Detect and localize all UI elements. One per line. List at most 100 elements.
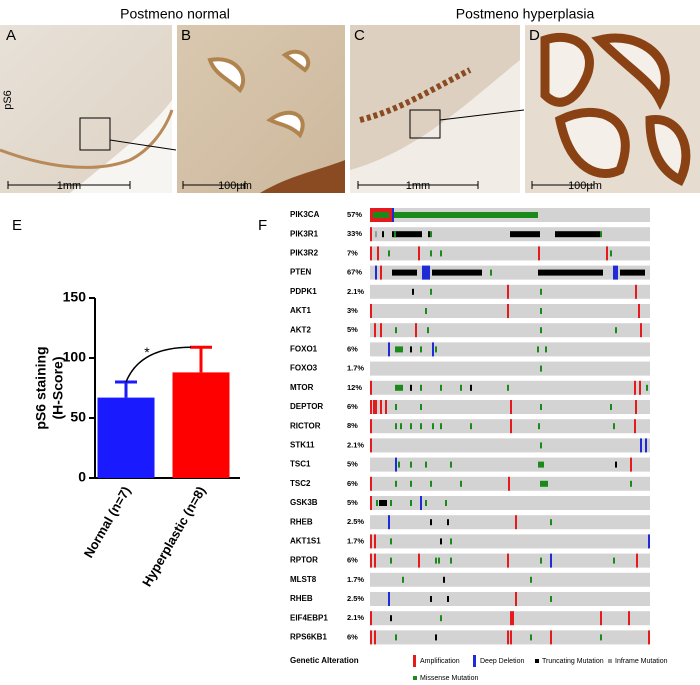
alteration <box>600 611 602 626</box>
alteration <box>370 227 372 242</box>
track <box>370 438 650 453</box>
alteration <box>375 265 377 280</box>
gene-percent: 1.7% <box>347 364 364 373</box>
alteration <box>447 596 449 602</box>
inset-box <box>409 109 441 139</box>
alteration <box>373 212 389 218</box>
panel-b-edge <box>260 160 345 193</box>
alteration <box>430 596 432 602</box>
alteration <box>394 212 538 218</box>
alteration <box>538 423 540 430</box>
header-title: Postmeno hyperplasia <box>456 6 595 22</box>
alteration <box>540 288 542 295</box>
y-tick-label: 50 <box>70 409 86 425</box>
scale-label: 100µm <box>568 180 602 192</box>
alteration <box>630 480 632 487</box>
alteration <box>395 480 397 487</box>
alteration <box>388 342 390 357</box>
panel-c-tissue <box>350 25 520 170</box>
legend-label: Truncating Mutation <box>542 658 604 665</box>
alteration <box>432 423 434 430</box>
gene-name: FOXO1 <box>290 345 318 354</box>
alteration <box>370 611 372 626</box>
alteration <box>373 400 375 414</box>
track <box>370 246 650 261</box>
gene-name: AKT1S1 <box>290 537 321 546</box>
panel-b-image <box>177 25 345 193</box>
alteration <box>370 553 372 568</box>
track <box>370 553 650 568</box>
alteration <box>550 630 552 645</box>
inset-box <box>79 117 111 151</box>
legend-swatch <box>473 655 476 667</box>
alteration <box>382 231 384 238</box>
alteration <box>620 269 645 276</box>
alteration <box>538 246 540 261</box>
gene-percent: 1.7% <box>347 536 364 545</box>
alteration <box>370 476 372 491</box>
alteration <box>447 519 449 526</box>
alteration <box>512 611 514 626</box>
gene-percent: 6% <box>347 402 358 411</box>
alteration <box>418 246 420 261</box>
panel-label: D <box>529 27 540 44</box>
alteration <box>613 265 618 280</box>
gene-percent: 3% <box>347 306 358 315</box>
alteration <box>420 384 422 391</box>
alteration <box>540 327 542 334</box>
gene-name: AKT1 <box>290 306 311 315</box>
alteration <box>530 576 532 583</box>
alteration <box>537 346 539 353</box>
alteration <box>630 457 632 472</box>
alteration <box>538 269 603 276</box>
track <box>370 496 650 510</box>
alteration <box>395 327 397 334</box>
alteration <box>638 304 640 318</box>
track <box>370 457 650 472</box>
alteration <box>540 308 542 314</box>
alteration <box>430 519 432 526</box>
gene-percent: 5% <box>347 460 358 469</box>
alteration <box>507 304 509 318</box>
alteration <box>530 634 532 641</box>
gene-name: RHEB <box>290 517 313 526</box>
alteration <box>634 419 636 434</box>
error-bar <box>115 380 137 398</box>
alteration <box>370 438 372 453</box>
alteration <box>425 461 427 468</box>
alteration <box>600 231 602 238</box>
alteration <box>432 269 482 276</box>
gene-name: DEPTOR <box>290 402 323 411</box>
alteration <box>410 423 412 430</box>
track <box>370 284 650 299</box>
bar <box>97 397 155 478</box>
alteration <box>508 476 510 491</box>
alteration <box>635 400 637 414</box>
gene-percent: 1.7% <box>347 575 364 584</box>
alteration <box>639 380 641 395</box>
legend-label: Amplification <box>420 658 460 665</box>
alteration <box>428 231 430 238</box>
legend-swatch <box>413 655 416 667</box>
panel-c-glands <box>359 67 472 123</box>
gene-name: TSC1 <box>290 460 311 469</box>
track <box>370 380 650 395</box>
alteration <box>388 250 390 257</box>
alteration <box>640 438 642 453</box>
alteration <box>420 404 422 410</box>
error-bar <box>190 345 212 373</box>
scale-label: 1mm <box>57 180 81 192</box>
alteration <box>394 231 396 238</box>
alteration <box>390 500 392 506</box>
alteration <box>610 250 612 257</box>
header-title: Postmeno normal <box>120 6 230 22</box>
alteration <box>510 611 512 626</box>
legend-label: Missense Mutation <box>420 675 478 682</box>
significance-label: * <box>144 344 150 360</box>
alteration <box>540 404 542 410</box>
alteration <box>640 323 642 338</box>
gene-name: PIK3R2 <box>290 249 319 258</box>
scale-label: 1mm <box>406 180 430 192</box>
alteration <box>613 557 615 564</box>
